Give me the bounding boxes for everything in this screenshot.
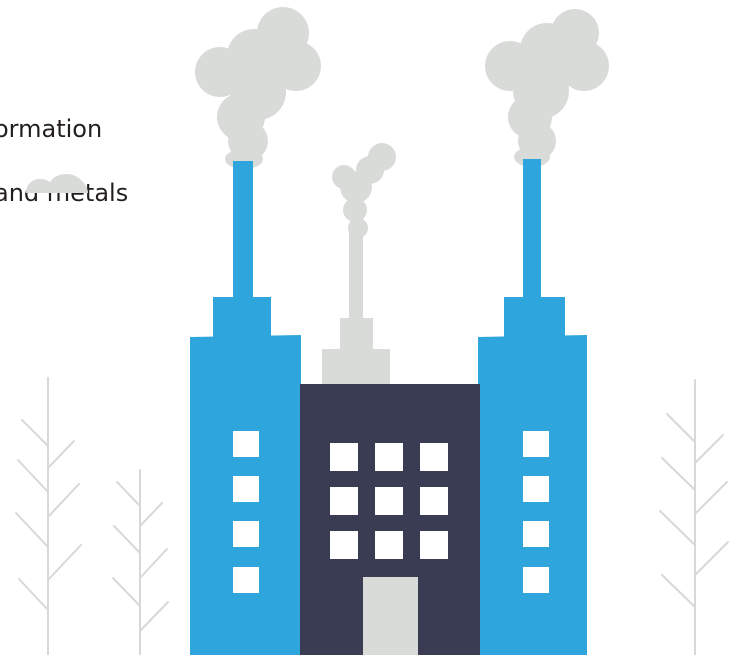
window	[233, 476, 259, 502]
window	[330, 443, 358, 471]
middle-building-top	[322, 349, 390, 387]
window	[375, 531, 403, 559]
window	[330, 487, 358, 515]
window	[233, 521, 259, 547]
window	[420, 487, 448, 515]
right-tower-windows	[523, 431, 549, 593]
right-smoke-icon	[485, 9, 609, 167]
window	[523, 476, 549, 502]
center-building-windows	[330, 443, 448, 559]
middle-chimney-base	[340, 318, 373, 353]
bare-tree-middle-icon	[112, 469, 169, 655]
middle-chimney	[349, 230, 363, 320]
bare-tree-left-icon	[15, 377, 82, 655]
left-smoke-icon	[195, 7, 321, 169]
window	[420, 443, 448, 471]
window	[420, 531, 448, 559]
window	[375, 487, 403, 515]
left-tower-windows	[233, 431, 259, 593]
window	[523, 567, 549, 593]
caption-formation: ormation	[0, 115, 103, 143]
window	[233, 431, 259, 457]
window	[523, 521, 549, 547]
window	[375, 443, 403, 471]
small-cloud-icon	[26, 173, 88, 193]
window	[523, 431, 549, 457]
window	[233, 567, 259, 593]
window	[330, 531, 358, 559]
bare-tree-right-icon	[659, 379, 729, 655]
middle-smoke-icon	[332, 143, 396, 238]
building-door	[363, 577, 418, 655]
